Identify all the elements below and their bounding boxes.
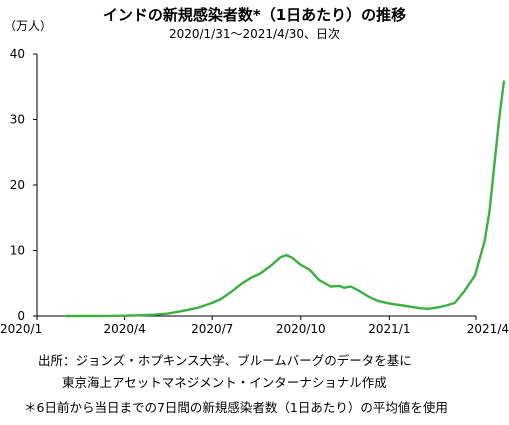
y-tick-label: 10 — [10, 244, 25, 258]
x-tick-label: 2021/4 — [467, 322, 509, 336]
x-tick-label: 2020/7 — [191, 322, 233, 336]
source-note-cont: 東京海上アセットマネジメント・インターナショナル作成 — [62, 375, 387, 390]
y-tick-label: 20 — [10, 178, 25, 192]
y-tick-label: 40 — [10, 47, 25, 61]
footnote: ＊6日前から当日までの7日間の新規感染者数（1日あたり）の平均値を使用 — [24, 400, 448, 415]
series-line — [64, 80, 506, 318]
y-tick-label: 30 — [10, 113, 25, 127]
y-axis-unit-label: （万人） — [4, 19, 53, 33]
chart-title: インドの新規感染者数*（1日あたり）の推移 — [102, 6, 407, 24]
x-tick-label: 2020/10 — [276, 322, 326, 336]
x-axis-ticks: 2020/1 2020/4 2020/7 2020/10 2021/1 2021/4 — [0, 316, 509, 336]
x-tick-label: 2020/1 — [0, 322, 42, 336]
x-tick-label: 2021/1 — [368, 322, 410, 336]
chart-axes — [36, 54, 476, 317]
chart-subtitle: 2020/1/31〜2021/4/30、日次 — [168, 27, 341, 41]
y-tick-label: 0 — [17, 309, 25, 323]
source-note: 出所：ジョンズ・ホプキンス大学、ブルームバーグのデータを基に — [38, 353, 412, 368]
series-lines — [64, 80, 506, 318]
x-tick-label: 2020/4 — [103, 322, 145, 336]
y-axis-ticks: 0 10 20 30 40 — [10, 47, 37, 323]
line-chart: 0 10 20 30 40 2020/1 2020/4 2020/7 2020/10 2021/… — [0, 47, 509, 336]
